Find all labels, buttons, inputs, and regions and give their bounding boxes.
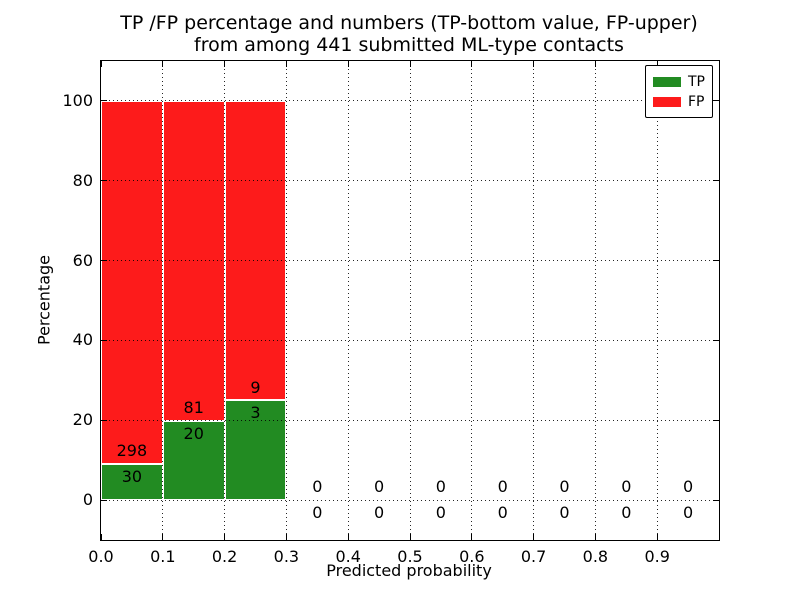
legend-swatch-fp bbox=[653, 97, 681, 107]
x-tick-mark bbox=[409, 534, 411, 540]
x-tick-mark bbox=[285, 534, 287, 540]
tp-count-label: 0 bbox=[435, 503, 446, 523]
legend-item-tp: TP bbox=[653, 72, 712, 92]
y-tick-mark bbox=[713, 100, 719, 102]
v-gridline bbox=[162, 61, 164, 540]
v-gridline bbox=[471, 61, 473, 540]
tp-count-label: 0 bbox=[682, 503, 694, 523]
y-tick-label: 80 bbox=[72, 170, 93, 190]
x-tick-label: 0.8 bbox=[582, 547, 609, 566]
y-tick-mark bbox=[713, 180, 719, 182]
legend-label-tp: TP bbox=[688, 74, 705, 90]
y-tick-label: 40 bbox=[72, 330, 93, 350]
tp-count-label: 3 bbox=[250, 403, 261, 423]
x-tick-mark bbox=[347, 61, 349, 67]
x-tick-mark bbox=[533, 61, 535, 67]
y-tick-mark bbox=[101, 260, 107, 262]
x-tick-mark bbox=[162, 61, 164, 67]
x-tick-label: 0.4 bbox=[335, 547, 361, 566]
x-tick-label: 0.0 bbox=[88, 547, 114, 566]
x-tick-mark bbox=[656, 534, 658, 540]
bar-fp bbox=[224, 100, 287, 401]
x-tick-mark bbox=[224, 534, 226, 540]
fp-count-label: 0 bbox=[373, 477, 385, 497]
fp-count-label: 0 bbox=[621, 477, 632, 497]
x-tick-mark bbox=[347, 534, 349, 540]
fp-count-label: 0 bbox=[559, 477, 570, 497]
x-tick-mark bbox=[100, 534, 102, 540]
y-tick-label: 60 bbox=[72, 250, 93, 270]
tp-count-label: 30 bbox=[121, 466, 143, 486]
fp-count-label: 81 bbox=[183, 398, 204, 418]
chart-title: TP /FP percentage and numbers (TP-bottom… bbox=[100, 12, 718, 56]
x-tick-label: 0.3 bbox=[273, 547, 300, 566]
y-tick-mark bbox=[101, 100, 107, 102]
x-tick-mark bbox=[656, 61, 658, 67]
x-tick-mark bbox=[533, 534, 535, 540]
v-gridline bbox=[533, 61, 535, 540]
tp-count-label: 0 bbox=[312, 503, 323, 523]
x-axis-label: Predicted probability bbox=[326, 561, 492, 580]
chart-title-line1: TP /FP percentage and numbers (TP-bottom… bbox=[120, 12, 698, 34]
x-tick-mark bbox=[409, 61, 411, 67]
fp-count-label: 0 bbox=[682, 477, 694, 497]
v-gridline bbox=[285, 61, 287, 540]
x-tick-label: 0.7 bbox=[520, 547, 547, 566]
x-tick-label: 0.6 bbox=[459, 547, 485, 566]
tp-count-label: 0 bbox=[559, 503, 570, 523]
legend: TP FP bbox=[645, 65, 713, 118]
v-gridline bbox=[409, 61, 411, 540]
y-tick-mark bbox=[101, 180, 107, 182]
v-gridline bbox=[656, 61, 658, 540]
x-tick-mark bbox=[285, 61, 287, 67]
legend-item-fp: FP bbox=[653, 92, 712, 112]
bar-tp bbox=[101, 463, 163, 501]
x-tick-mark bbox=[224, 61, 226, 67]
y-tick-mark bbox=[713, 499, 719, 501]
tp-count-label: 0 bbox=[621, 503, 632, 523]
chart-title-line2: from among 441 submitted ML-type contact… bbox=[194, 34, 624, 56]
x-tick-mark bbox=[471, 61, 473, 67]
x-tick-label: 0.2 bbox=[211, 547, 238, 566]
y-tick-mark bbox=[713, 339, 719, 341]
y-tick-mark bbox=[101, 339, 107, 341]
y-tick-mark bbox=[101, 499, 107, 501]
fp-count-label: 298 bbox=[116, 440, 148, 460]
x-tick-label: 0.5 bbox=[397, 547, 423, 566]
fp-count-label: 0 bbox=[435, 477, 446, 497]
tp-count-label: 0 bbox=[373, 503, 385, 523]
tp-count-label: 0 bbox=[497, 503, 508, 523]
fp-count-label: 0 bbox=[312, 477, 323, 497]
legend-swatch-tp bbox=[653, 77, 681, 87]
fp-count-label: 9 bbox=[250, 377, 261, 397]
x-tick-mark bbox=[594, 61, 596, 67]
y-tick-label: 20 bbox=[72, 410, 93, 430]
bar-fp bbox=[101, 100, 163, 464]
y-tick-mark bbox=[101, 419, 107, 421]
v-gridline bbox=[224, 61, 226, 540]
x-tick-label: 0.9 bbox=[644, 547, 670, 566]
fp-count-label: 0 bbox=[497, 477, 508, 497]
plot-area: TP FP 298 30 81 20 9 3 0 0 0 0 0 0 0 0 0 0 0 0 0 0 0.0 0.1 0.2 0… bbox=[62, 60, 720, 566]
y-tick-mark bbox=[713, 260, 719, 262]
x-tick-label: 0.1 bbox=[150, 547, 176, 566]
v-gridline bbox=[594, 61, 596, 540]
y-tick-label: 0 bbox=[82, 490, 93, 510]
x-tick-mark bbox=[162, 534, 164, 540]
y-tick-mark bbox=[713, 419, 719, 421]
legend-label-fp: FP bbox=[688, 94, 705, 110]
x-tick-mark bbox=[594, 534, 596, 540]
v-gridline bbox=[347, 61, 349, 540]
y-tick-label: 100 bbox=[62, 90, 93, 110]
x-tick-mark bbox=[100, 61, 102, 67]
x-tick-mark bbox=[471, 534, 473, 540]
tp-count-label: 20 bbox=[183, 424, 204, 444]
